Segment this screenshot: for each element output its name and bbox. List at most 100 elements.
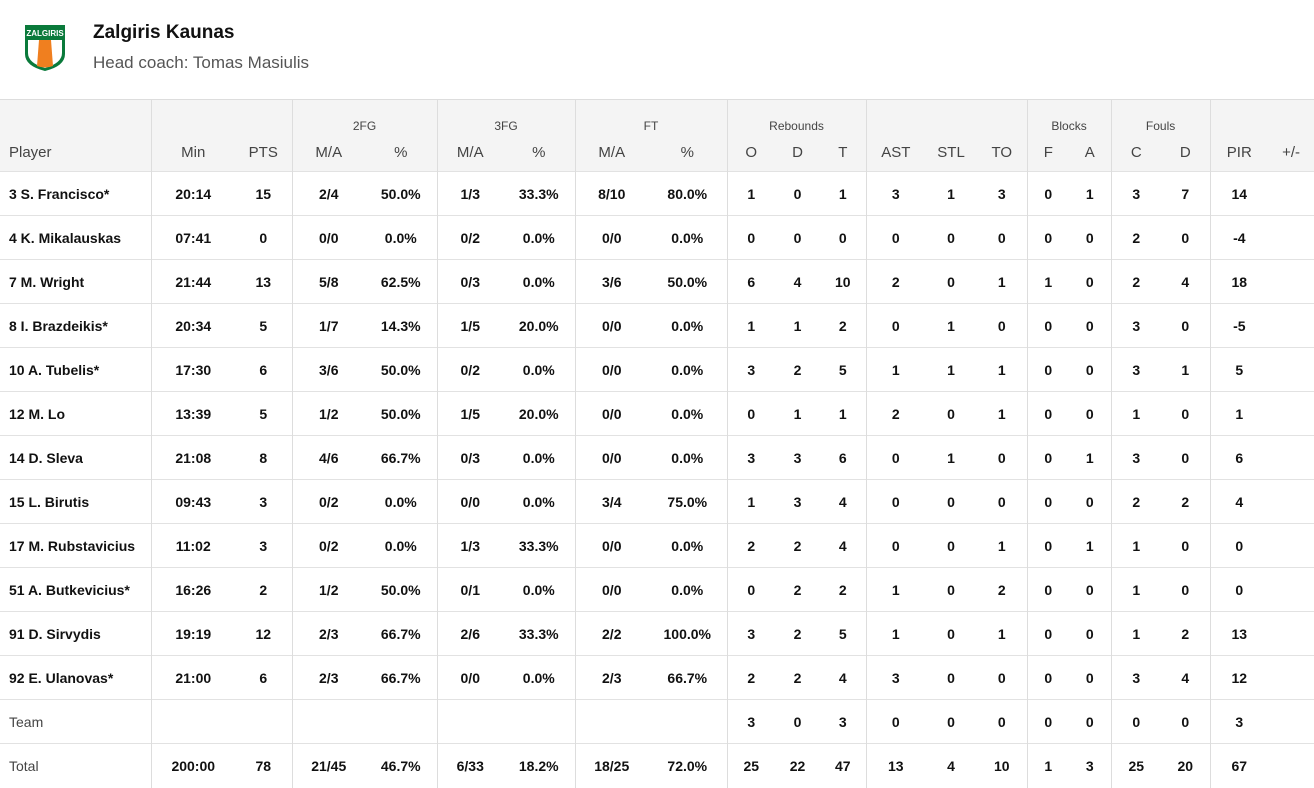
stat-cell: 0/2 — [436, 347, 503, 392]
column-header[interactable]: M/A — [291, 133, 365, 172]
player-name[interactable]: 8 I. Brazdeikis* — [9, 317, 108, 334]
stat-cell — [1268, 480, 1314, 524]
stat-cell: 18/25 — [574, 743, 648, 788]
column-header[interactable]: % — [532, 143, 546, 161]
player-row: 92 E. Ulanovas* 21:00 6 2/3 66.7% 0/0 0.0% 2/3 6… — [0, 655, 1314, 700]
column-header[interactable]: Player — [9, 143, 52, 161]
player-row: 10 A. Tubelis* 17:30 6 3/6 50.0% 0/2 0.0% 0/0 0.… — [0, 347, 1314, 392]
stat-cell: 13 — [1209, 611, 1269, 656]
stat-cell: 1 — [1085, 537, 1094, 554]
stat-cell: 15 — [255, 185, 272, 202]
stat-cell: 0 — [1085, 669, 1094, 686]
stat-cell: 0 — [1085, 273, 1094, 290]
column-header[interactable]: AST — [865, 133, 926, 172]
stat-cell: 21:44 — [150, 259, 235, 304]
stat-cell: 3 — [997, 185, 1006, 202]
column-header[interactable]: STL — [937, 143, 965, 161]
stat-cell: 3 — [1110, 435, 1162, 480]
stat-cell: 5 — [838, 625, 847, 642]
column-header[interactable]: Min — [150, 133, 235, 172]
box-score-table: 2FG 3FG FT Rebounds Blocks Fouls Player M… — [0, 99, 1314, 788]
column-header[interactable]: T — [838, 143, 848, 161]
stat-cell: 1 — [726, 303, 776, 348]
stat-cell — [1268, 348, 1314, 392]
stat-cell: 1 — [1085, 185, 1094, 202]
stat-cell: 0/0 — [436, 655, 503, 700]
player-name: Total — [9, 757, 39, 774]
stat-cell: 0 — [1026, 655, 1070, 700]
stat-cell: 0 — [259, 229, 268, 246]
player-name[interactable]: 15 L. Birutis — [9, 493, 90, 510]
player-row: 17 M. Rubstavicius 11:02 3 0/2 0.0% 1/3 33.3% 0… — [0, 523, 1314, 568]
stat-cell: 3 — [259, 537, 268, 554]
stat-cell: 5 — [259, 405, 268, 422]
stat-cell — [291, 699, 365, 744]
stat-cell: 3/4 — [574, 479, 648, 524]
stat-cell: 0 — [793, 229, 802, 246]
stat-cell: 0 — [1026, 391, 1070, 436]
stat-cell: 0.0% — [671, 229, 704, 246]
stat-cell: 0 — [1181, 713, 1190, 730]
stat-cell: 3 — [1110, 171, 1162, 216]
column-header[interactable]: % — [394, 143, 408, 161]
stat-cell: 09:43 — [150, 479, 235, 524]
stat-cell: 12 — [255, 625, 272, 642]
stat-cell: 0 — [947, 537, 955, 554]
stat-cell: 4 — [947, 757, 955, 774]
stat-cell: 2 — [997, 581, 1006, 598]
stat-cell: 2 — [838, 581, 847, 598]
stat-cell: 4 — [838, 493, 847, 510]
column-header[interactable]: M/A — [574, 133, 648, 172]
stat-cell: 17:30 — [150, 347, 235, 392]
stat-cell: 1 — [947, 185, 955, 202]
stat-cell: 6 — [259, 669, 268, 686]
player-name[interactable]: 17 M. Rubstavicius — [9, 537, 136, 554]
column-header[interactable]: PTS — [248, 143, 278, 161]
column-header[interactable]: C — [1110, 133, 1162, 172]
stat-cell: 0 — [1110, 699, 1162, 744]
player-row: 8 I. Brazdeikis* 20:34 5 1/7 14.3% 1/5 20.0% 0/… — [0, 303, 1314, 348]
column-header[interactable]: PIR — [1209, 133, 1269, 172]
stat-cell: 1 — [865, 567, 926, 612]
player-name[interactable]: 91 D. Sirvydis — [9, 625, 101, 642]
column-header[interactable]: M/A — [436, 133, 503, 172]
player-row: 14 D. Sleva 21:08 8 4/6 66.7% 0/3 0.0% 0/0 0.0% 3… — [0, 435, 1314, 480]
stat-cell: 1 — [726, 479, 776, 524]
stat-cell: 66.7% — [667, 669, 708, 686]
column-header[interactable]: +/- — [1282, 143, 1301, 161]
column-header[interactable]: F — [1026, 133, 1070, 172]
stat-cell: 0 — [1085, 581, 1094, 598]
stat-cell: 14 — [1209, 171, 1269, 216]
stat-cell: 0 — [997, 493, 1006, 510]
player-name[interactable]: 12 M. Lo — [9, 405, 66, 422]
column-header[interactable]: O — [726, 133, 776, 172]
stat-cell: 0 — [947, 405, 955, 422]
column-header[interactable]: TO — [991, 143, 1013, 161]
player-name[interactable]: 14 D. Sleva — [9, 449, 83, 466]
stat-cell: 0/3 — [436, 435, 503, 480]
stat-cell: 3 — [1110, 303, 1162, 348]
stat-cell: 0 — [997, 317, 1006, 334]
stat-cell: 20:14 — [150, 171, 235, 216]
stat-cell: 33.3% — [518, 537, 559, 554]
player-name[interactable]: 10 A. Tubelis* — [9, 361, 100, 378]
player-name[interactable]: 7 M. Wright — [9, 273, 85, 290]
column-header[interactable]: D — [1179, 143, 1191, 161]
stat-cell: 2 — [726, 655, 776, 700]
column-header[interactable]: % — [680, 143, 694, 161]
stat-cell: 1 — [997, 361, 1006, 378]
stat-cell: 2 — [865, 259, 926, 304]
stat-cell: 0 — [865, 215, 926, 260]
column-header[interactable]: A — [1084, 143, 1095, 161]
player-name[interactable]: 4 K. Mikalauskas — [9, 229, 122, 246]
stat-cell: 0 — [1181, 405, 1190, 422]
player-name[interactable]: 92 E. Ulanovas* — [9, 669, 114, 686]
player-name[interactable]: 51 A. Butkevicius* — [9, 581, 130, 598]
column-header[interactable]: D — [792, 143, 803, 161]
stat-cell — [235, 700, 292, 744]
stat-cell: 2 — [793, 581, 802, 598]
player-name[interactable]: 3 S. Francisco* — [9, 185, 110, 202]
stat-cell: 0 — [1085, 713, 1094, 730]
stat-cell: 0 — [1026, 523, 1070, 568]
stat-cell: 0 — [1209, 523, 1269, 568]
